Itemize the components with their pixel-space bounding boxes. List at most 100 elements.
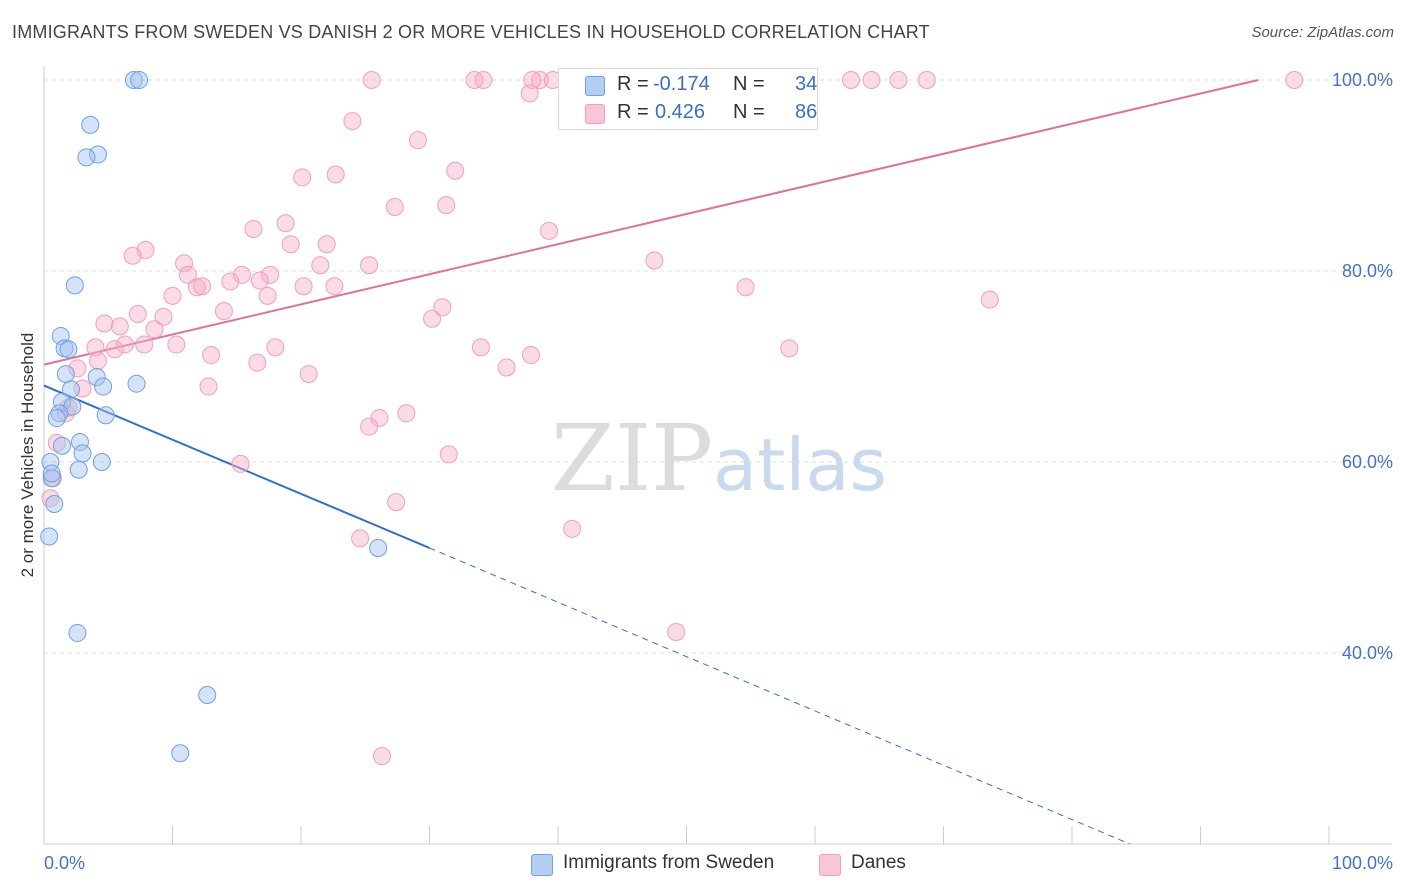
danes-point — [408, 131, 427, 150]
danes-point — [199, 377, 218, 396]
sweden-point — [40, 527, 59, 546]
danes-trend-line — [43, 79, 1259, 366]
danes-point — [360, 256, 379, 275]
gridlines — [44, 79, 1392, 654]
danes-point — [497, 358, 516, 377]
y-tick-label: 60.0% — [1342, 452, 1393, 472]
sweden-point — [130, 71, 149, 89]
legend-n-label: N = — [733, 73, 765, 95]
sweden-point — [69, 460, 88, 479]
sweden-point — [127, 374, 146, 393]
sweden-point — [50, 404, 69, 423]
danes-point — [474, 71, 493, 89]
danes-point — [439, 445, 458, 464]
sweden-point — [124, 71, 143, 89]
legend-r-value: -0.174 — [653, 73, 710, 95]
danes-point — [110, 317, 129, 336]
danes-point — [360, 417, 379, 436]
axes — [43, 66, 1392, 845]
danes-point — [780, 339, 799, 358]
chart-title: IMMIGRANTS FROM SWEDEN VS DANISH 2 OR MO… — [12, 22, 930, 42]
danes-point — [88, 351, 107, 370]
danes-point — [667, 622, 686, 641]
trend-lines — [43, 79, 1259, 845]
sweden-point — [73, 444, 92, 463]
sweden-point — [59, 340, 78, 359]
y-tick-label: 100.0% — [1332, 70, 1393, 90]
danes-point — [645, 251, 664, 270]
danes-point — [258, 286, 277, 305]
danes-point — [471, 338, 490, 357]
bottom-legend-swatch-sweden — [531, 854, 553, 876]
danes-point — [299, 365, 318, 384]
sweden-point — [42, 464, 61, 483]
danes-point — [202, 346, 221, 365]
danes-point — [862, 71, 881, 89]
danes-point — [351, 529, 370, 548]
danes-point — [187, 278, 206, 297]
danes-point — [178, 265, 197, 284]
tick-labels: 100.0% 80.0% 60.0% 40.0% 0.0% 100.0% — [44, 70, 1393, 873]
danes-point — [68, 359, 87, 378]
danes-point — [520, 84, 539, 103]
sweden-point — [198, 686, 217, 705]
danes-points — [41, 71, 1304, 766]
danes-point — [362, 71, 381, 89]
legend-r-value: 0.426 — [655, 101, 706, 123]
legend-r-label: R = — [617, 101, 649, 123]
sweden-point — [87, 368, 106, 387]
danes-point — [433, 298, 452, 317]
danes-point — [1285, 71, 1304, 89]
danes-point — [128, 304, 147, 323]
sweden-point — [42, 469, 61, 488]
danes-point — [281, 235, 300, 254]
sweden-point — [47, 409, 66, 428]
danes-point — [276, 214, 295, 233]
danes-point — [397, 404, 416, 423]
danes-point — [372, 747, 391, 766]
sweden-point — [92, 453, 111, 471]
danes-point — [563, 519, 582, 538]
legend-n-value: 34 — [795, 73, 818, 95]
legend: R = -0.174 N = 34 R = 0.426 N = 86 — [558, 68, 818, 130]
sweden-point — [41, 453, 60, 471]
danes-point — [163, 286, 182, 305]
source-label: Source: ZipAtlas.com — [1251, 24, 1394, 41]
danes-point — [522, 346, 541, 365]
danes-point — [889, 71, 908, 89]
danes-point — [248, 353, 267, 372]
danes-point — [231, 454, 250, 473]
sweden-point — [171, 744, 190, 763]
watermark: ZIP atlas — [551, 405, 887, 512]
danes-point — [232, 265, 251, 284]
sweden-point — [77, 148, 96, 167]
danes-point — [423, 309, 442, 328]
sweden-point — [81, 115, 100, 134]
bottom-legend-swatch-danes — [819, 854, 841, 876]
danes-point — [736, 278, 755, 297]
sweden-point — [96, 406, 115, 425]
sweden-point — [52, 392, 71, 411]
danes-point — [221, 272, 240, 291]
danes-point — [531, 71, 550, 89]
x-tick-label: 0.0% — [44, 853, 85, 873]
legend-n-value: 86 — [795, 101, 818, 123]
legend-swatch-danes — [585, 104, 605, 124]
danes-point — [317, 235, 336, 254]
danes-point — [123, 246, 142, 265]
danes-point — [250, 271, 269, 290]
y-tick-label: 80.0% — [1342, 261, 1393, 281]
danes-point — [266, 338, 285, 357]
danes-point — [135, 335, 154, 354]
danes-point — [47, 433, 66, 452]
sweden-point — [68, 623, 87, 642]
sweden-trend-extension — [429, 547, 1131, 845]
sweden-point — [70, 432, 89, 451]
danes-point — [95, 314, 114, 333]
danes-point — [294, 277, 313, 296]
sweden-points — [40, 71, 388, 763]
danes-point — [325, 277, 344, 296]
y-tick-label: 40.0% — [1342, 643, 1393, 663]
legend-r-label: R = — [617, 73, 649, 95]
sweden-point — [369, 538, 388, 557]
